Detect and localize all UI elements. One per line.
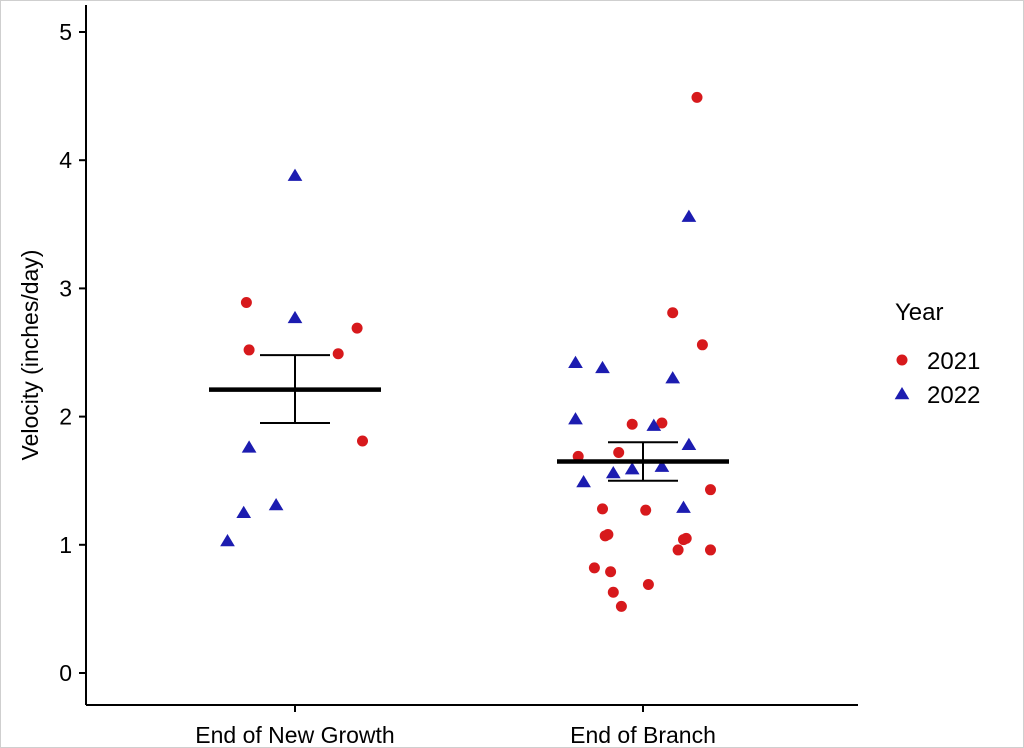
y-tick-label: 3: [59, 275, 72, 301]
y-tick-label: 4: [59, 147, 72, 173]
data-point-2021: [691, 91, 703, 103]
data-point-2022: [220, 533, 235, 547]
data-point-2021: [705, 484, 716, 496]
legend: Year 2021 2022: [894, 299, 980, 409]
legend-marker-2021: [896, 354, 908, 366]
y-tick-label: 2: [59, 404, 72, 430]
y-tick-label: 1: [59, 532, 72, 558]
data-point-2022: [595, 360, 610, 374]
data-point-2021: [572, 450, 584, 462]
mean-error-bars: [209, 354, 729, 482]
data-point-2021: [705, 544, 716, 556]
data-point-2022: [605, 466, 621, 479]
y-axis-title: Velocity (inches/day): [17, 250, 43, 461]
data-marks: [220, 91, 716, 612]
data-point-2021: [240, 297, 252, 309]
data-point-2022: [681, 209, 697, 222]
data-point-2022: [287, 310, 303, 324]
data-point-2022: [624, 462, 640, 475]
data-point-2022: [681, 437, 697, 451]
data-point-2021: [351, 322, 363, 334]
y-tick-label: 0: [59, 660, 72, 686]
y-axis-ticks: 0 1 2 3 4 5: [59, 19, 86, 686]
data-point-2021: [597, 503, 608, 515]
data-point-2022: [236, 505, 252, 518]
data-point-2021: [640, 504, 652, 516]
legend-label-2022: 2022: [927, 382, 980, 409]
data-point-2022: [665, 371, 681, 384]
data-point-2021: [678, 534, 689, 546]
data-point-2022: [241, 440, 257, 453]
legend-title: Year: [895, 299, 944, 326]
data-point-2022: [676, 500, 691, 513]
legend-label-2021: 2021: [927, 348, 980, 375]
data-point-2021: [602, 529, 614, 541]
data-point-2021: [607, 586, 619, 598]
data-point-2021: [667, 307, 679, 319]
data-point-2021: [642, 579, 654, 591]
data-point-2022: [576, 474, 591, 488]
data-point-2021: [626, 418, 638, 430]
data-point-2021: [615, 600, 627, 612]
data-point-2022: [568, 355, 583, 369]
data-point-2021: [613, 446, 625, 458]
x-tick-label: End of Branch: [570, 722, 716, 748]
data-point-2022: [646, 418, 662, 431]
data-point-2021: [672, 544, 684, 556]
legend-marker-2022: [894, 387, 910, 400]
y-tick-label: 5: [59, 19, 72, 45]
data-point-2022: [568, 412, 583, 425]
x-axis-ticks: End of New Growth End of Branch: [195, 705, 716, 748]
data-point-2021: [656, 417, 668, 429]
data-point-2021: [605, 566, 617, 578]
data-point-2021: [357, 435, 368, 447]
data-point-2022: [654, 459, 670, 472]
data-point-2021: [332, 348, 344, 360]
data-point-2022: [268, 498, 284, 511]
x-tick-label: End of New Growth: [195, 722, 394, 748]
data-point-2021: [243, 344, 255, 356]
data-point-2022: [287, 168, 303, 181]
data-point-2021: [588, 562, 600, 574]
data-point-2021: [696, 339, 708, 351]
